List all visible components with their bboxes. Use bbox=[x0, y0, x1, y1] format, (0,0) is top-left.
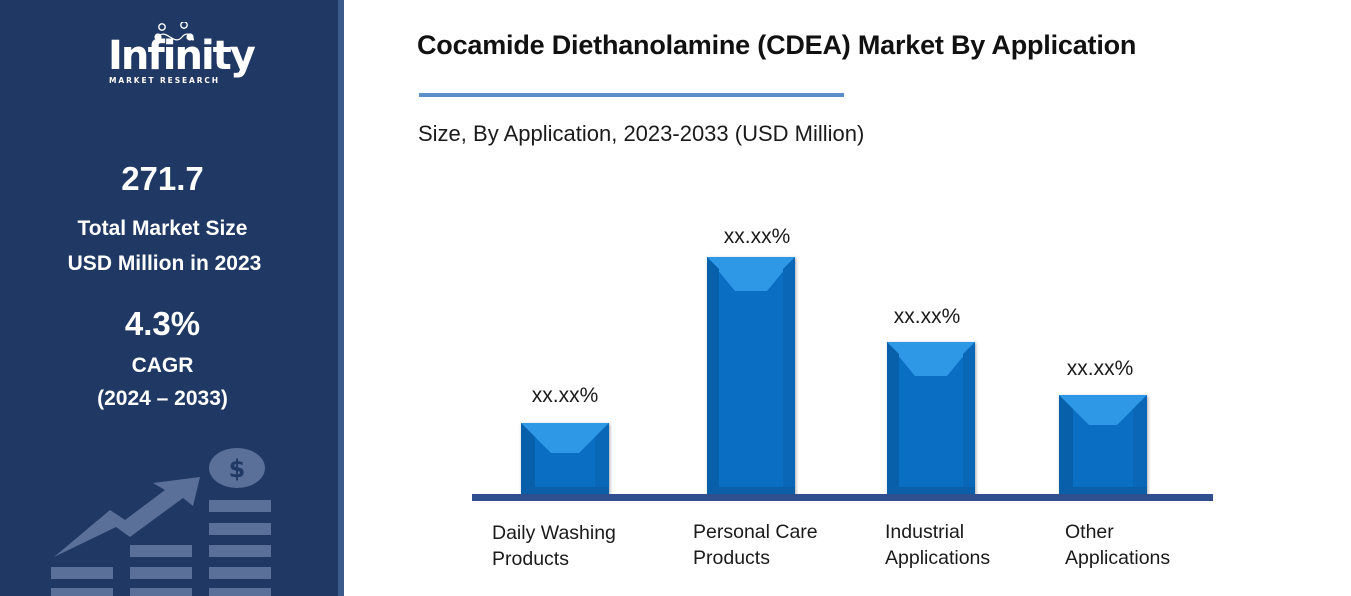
growth-chart-icon: $ bbox=[51, 448, 271, 596]
dollar-icon: $ bbox=[229, 455, 246, 483]
cagr-period: (2024 – 2033) bbox=[97, 387, 228, 410]
bar-personal-care-products bbox=[707, 257, 795, 495]
title-underline bbox=[419, 93, 844, 97]
market-size-label-line1: Total Market Size bbox=[77, 217, 248, 240]
category-line: Applications bbox=[1065, 547, 1171, 569]
cagr-label: CAGR bbox=[131, 354, 194, 377]
bar-industrial-applications bbox=[887, 342, 975, 495]
category-line: Products bbox=[693, 547, 770, 569]
market-size-label-line2: USD Million in 2023 bbox=[67, 252, 262, 275]
category-label-personal-care: Personal Care Products bbox=[693, 519, 818, 571]
category-label-other: Other Applications bbox=[1065, 519, 1170, 571]
category-line: Industrial bbox=[885, 521, 965, 543]
category-label-daily-washing: Daily Washing Products bbox=[492, 520, 616, 572]
bar-other-applications bbox=[1059, 395, 1147, 495]
category-line: Daily Washing bbox=[492, 522, 616, 544]
sidebar-divider bbox=[338, 0, 344, 596]
data-label-daily-washing: xx.xx% bbox=[531, 384, 599, 407]
x-axis-baseline bbox=[472, 494, 1213, 501]
data-label-other: xx.xx% bbox=[1066, 357, 1134, 380]
summary-sidebar: Infinity MARKET RESEARCH 271.7 Total Mar… bbox=[0, 0, 344, 596]
category-line: Personal Care bbox=[693, 521, 818, 543]
market-size-value: 271.7 bbox=[121, 160, 204, 197]
category-line: Applications bbox=[885, 547, 991, 569]
bar-daily-washing-products bbox=[521, 423, 609, 495]
logo-wordmark: Infinity bbox=[108, 33, 256, 79]
category-line: Other bbox=[1065, 521, 1114, 543]
data-label-industrial: xx.xx% bbox=[893, 305, 961, 328]
chart-subtitle: Size, By Application, 2023-2033 (USD Mil… bbox=[418, 121, 865, 146]
cagr-value: 4.3% bbox=[124, 305, 201, 342]
chart-title: Cocamide Diethanolamine (CDEA) Market By… bbox=[417, 30, 1137, 60]
category-label-industrial: Industrial Applications bbox=[885, 519, 990, 571]
data-label-personal-care: xx.xx% bbox=[723, 225, 791, 248]
logo-tagline: MARKET RESEARCH bbox=[109, 76, 220, 85]
infinity-people-icon bbox=[154, 22, 194, 41]
brand-logo: Infinity MARKET RESEARCH bbox=[100, 22, 256, 88]
category-line: Products bbox=[492, 548, 569, 570]
